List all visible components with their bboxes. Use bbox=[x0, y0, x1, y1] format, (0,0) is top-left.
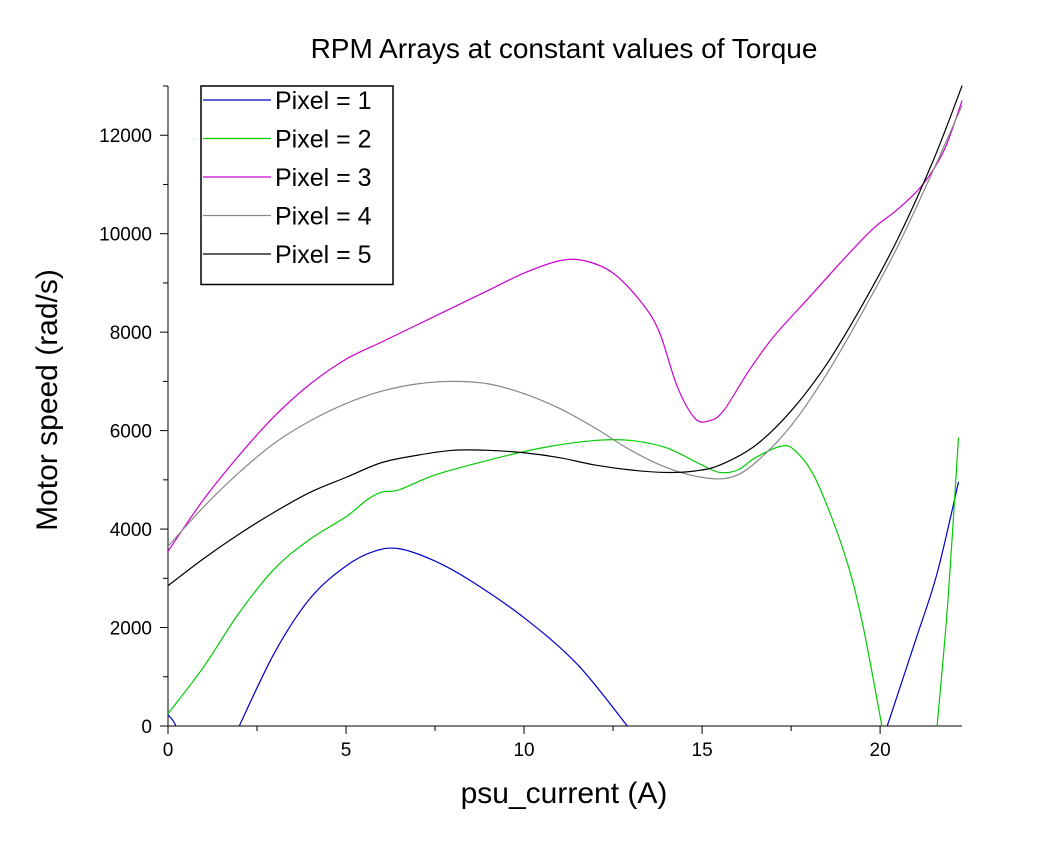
y-tick-label: 6000 bbox=[110, 422, 152, 443]
series-line-pixel-3 bbox=[168, 100, 963, 552]
legend-label: Pixel = 2 bbox=[275, 126, 372, 154]
x-tick-label: 10 bbox=[513, 740, 534, 761]
series-line-pixel-2 bbox=[936, 437, 960, 726]
y-tick-label: 10000 bbox=[99, 225, 152, 246]
legend: Pixel = 1 Pixel = 2 Pixel = 3 Pixel = 4 Pixe… bbox=[200, 85, 394, 286]
legend-label: Pixel = 4 bbox=[275, 203, 372, 231]
legend-label: Pixel = 5 bbox=[275, 241, 372, 269]
series-line-pixel-4 bbox=[168, 105, 963, 547]
legend-label: Pixel = 1 bbox=[275, 87, 372, 115]
y-tick-label: 4000 bbox=[110, 520, 152, 541]
series-line-pixel-1 bbox=[168, 714, 177, 726]
y-tick-label: 8000 bbox=[110, 323, 152, 344]
chart-title: RPM Arrays at constant values of Torque bbox=[311, 33, 818, 64]
series-line-pixel-1 bbox=[238, 547, 628, 726]
series-line-pixel-2 bbox=[168, 438, 883, 726]
x-axis-title: psu_current (A) bbox=[461, 777, 668, 810]
x-tick-label: 15 bbox=[692, 740, 713, 761]
series-line-pixel-1 bbox=[886, 481, 960, 726]
y-tick-label: 12000 bbox=[99, 126, 152, 147]
x-tick-label: 20 bbox=[870, 740, 891, 761]
x-tick-label: 5 bbox=[341, 740, 352, 761]
legend-box bbox=[200, 85, 394, 286]
plot-area bbox=[168, 85, 963, 726]
legend-label: Pixel = 3 bbox=[275, 164, 372, 192]
x-tick-label: 0 bbox=[163, 740, 174, 761]
ticks: 0 5 10 15 20 0 2000 4000 6000 8000 10000 12000 bbox=[99, 85, 891, 761]
y-axis-title: Motor speed (rad/s) bbox=[31, 269, 64, 531]
y-tick-label: 2000 bbox=[110, 619, 152, 640]
axes bbox=[167, 86, 962, 727]
series-line-pixel-5 bbox=[168, 85, 963, 587]
y-tick-label: 0 bbox=[141, 717, 152, 738]
